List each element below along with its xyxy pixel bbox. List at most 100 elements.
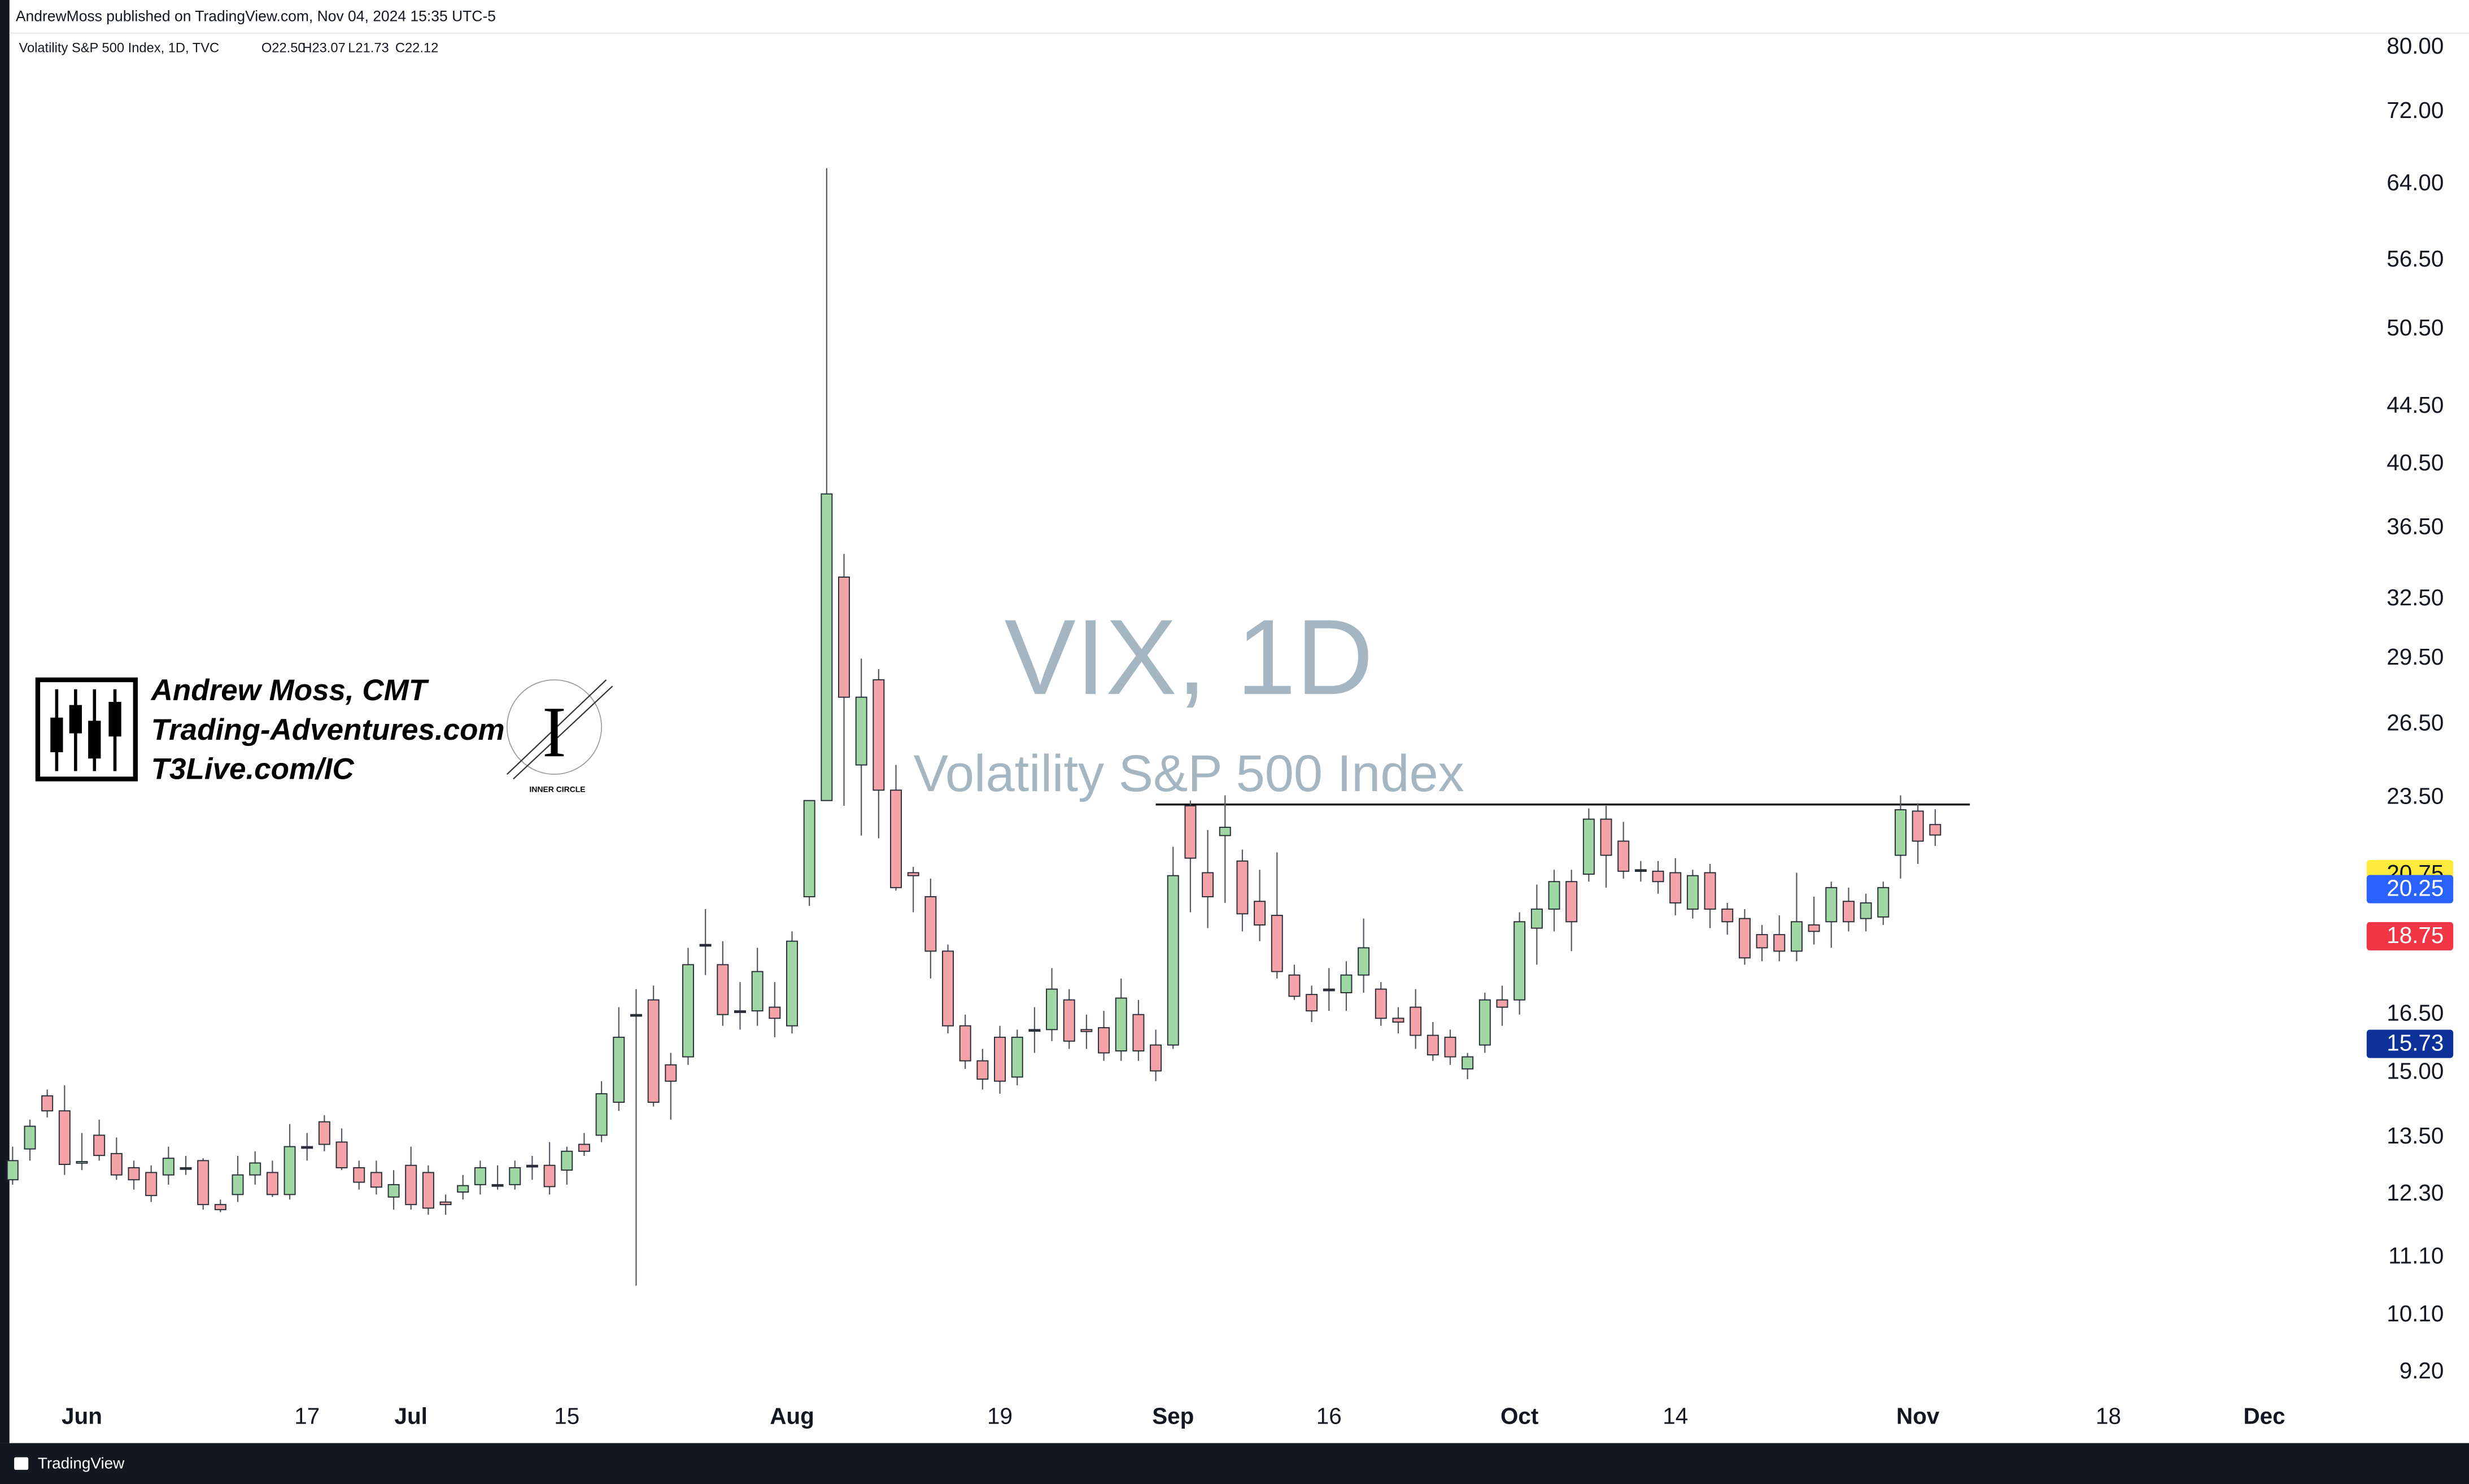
ohlc-low: L21.73: [348, 41, 389, 56]
candle-body: [509, 1167, 521, 1185]
y-tick-label: 50.50: [2387, 315, 2444, 341]
candle-body: [110, 1153, 123, 1176]
candle-body: [93, 1134, 106, 1156]
candle-body: [1652, 870, 1664, 883]
y-tick-label: 16.50: [2387, 999, 2444, 1025]
y-tick-label: 72.00: [2387, 97, 2444, 123]
candle-body: [942, 950, 954, 1027]
candle-body: [387, 1184, 400, 1198]
candle-body: [1704, 872, 1716, 910]
candle-body: [1132, 1014, 1145, 1051]
candle-body: [1617, 840, 1630, 872]
candle-body: [145, 1172, 158, 1197]
price-label: 18.75: [2387, 922, 2444, 948]
x-tick-label: 16: [1316, 1403, 1342, 1429]
candle-body: [838, 577, 850, 698]
candle-body: [578, 1143, 590, 1152]
inner-circle-slash: [513, 686, 613, 780]
candle-body: [1011, 1036, 1023, 1078]
candle-body: [665, 1064, 677, 1082]
candle-body: [1548, 881, 1560, 910]
candle-body: [491, 1184, 504, 1187]
x-tick-label: 17: [294, 1403, 320, 1429]
candle-body: [405, 1164, 417, 1206]
ohlc-legend: O22.50 H23.07 L21.73 C22.12: [261, 41, 438, 56]
price-label-box: [2366, 1029, 2454, 1058]
candle-body: [717, 964, 729, 1015]
candle-body: [1340, 974, 1353, 993]
price-label: 20.25: [2387, 875, 2444, 901]
candle-body: [318, 1121, 330, 1145]
candle-body: [1288, 974, 1301, 997]
candle-body: [162, 1158, 175, 1176]
candle-body: [1582, 818, 1595, 875]
candle-body: [24, 1125, 36, 1150]
candle-body: [630, 1014, 642, 1017]
candle-body: [1478, 999, 1491, 1046]
candle-body: [1115, 997, 1127, 1051]
candle-body: [1634, 869, 1647, 872]
y-tick-label: 36.50: [2387, 513, 2444, 539]
candle-body: [561, 1150, 573, 1171]
candle-body: [1808, 924, 1820, 932]
candle-body: [1410, 1006, 1422, 1036]
candle-body: [1669, 872, 1682, 904]
watermark-title: VIX, 1D: [1004, 597, 1373, 717]
candle-body: [1063, 999, 1075, 1042]
logo-body: [69, 705, 82, 734]
candle-body: [821, 493, 833, 801]
candle-body: [769, 1006, 781, 1019]
candle-body: [1375, 988, 1387, 1019]
candle-body: [1912, 810, 1924, 842]
y-tick-label: 80.00: [2387, 33, 2444, 59]
candle-body: [249, 1162, 261, 1176]
price-label-box: [2366, 875, 2454, 904]
x-tick-label: Sep: [1152, 1403, 1194, 1429]
candle-body: [1860, 902, 1872, 919]
candle-body: [907, 872, 919, 876]
ohlc-close: C22.12: [395, 41, 438, 56]
candle-body: [283, 1146, 296, 1195]
y-tick-label: 9.20: [2400, 1358, 2444, 1383]
candle-body: [1202, 872, 1214, 897]
y-tick-label: 13.50: [2387, 1123, 2444, 1149]
candle-body: [1513, 921, 1526, 1001]
y-tick-label: 12.30: [2387, 1180, 2444, 1206]
candle-body: [439, 1201, 452, 1206]
candle-body: [1098, 1027, 1110, 1054]
candle-body: [457, 1185, 469, 1193]
candle-body: [1756, 934, 1768, 949]
published-line: AndrewMoss published on TradingView.com,…: [16, 8, 496, 25]
x-tick-label: Oct: [1500, 1403, 1538, 1429]
candle-body: [1565, 881, 1578, 923]
x-tick-label: Jun: [62, 1403, 102, 1429]
x-tick-label: 18: [2096, 1403, 2121, 1429]
candle-body: [1825, 887, 1838, 923]
candle-body: [1046, 988, 1058, 1031]
candle-body: [647, 999, 660, 1103]
logo: Andrew Moss, CMT Trading-Adventures.com …: [35, 674, 613, 794]
candle-body: [1028, 1029, 1041, 1032]
y-tick-label: 32.50: [2387, 584, 2444, 610]
y-tick-label: 29.50: [2387, 644, 2444, 670]
left-border: [0, 0, 10, 1443]
candle-body: [682, 964, 694, 1058]
candle-body: [890, 789, 902, 888]
inner-circle-ring: [506, 679, 602, 775]
candle-body: [1738, 918, 1751, 959]
candle-body: [474, 1167, 486, 1185]
y-tick-label: 44.50: [2387, 392, 2444, 418]
inner-circle-mark: I: [542, 692, 566, 772]
candle-body: [1600, 818, 1612, 856]
candle-body: [1184, 805, 1197, 859]
candle-body: [1444, 1036, 1456, 1058]
candle-body: [1530, 908, 1543, 929]
candle-body: [1219, 827, 1231, 836]
candle-body: [128, 1167, 140, 1181]
candle-body: [6, 1160, 19, 1181]
candle-body: [1686, 875, 1699, 910]
x-tick-label: 15: [554, 1403, 579, 1429]
